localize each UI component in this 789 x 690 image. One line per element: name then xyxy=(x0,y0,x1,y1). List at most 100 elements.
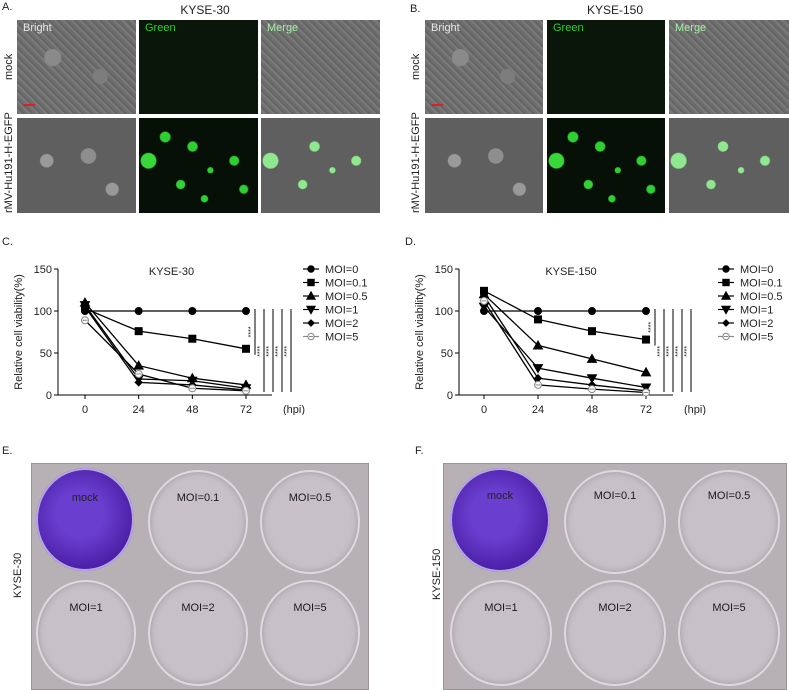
svg-text:MOI=1: MOI=1 xyxy=(740,305,773,317)
micrograph-a-infected-bright xyxy=(17,118,136,213)
well-mock: mock xyxy=(450,468,550,572)
svg-text:MOI=2: MOI=2 xyxy=(325,318,358,330)
svg-text:48: 48 xyxy=(586,404,598,415)
series-line xyxy=(84,319,247,392)
svg-text:150: 150 xyxy=(34,264,52,276)
series-markers xyxy=(478,302,652,393)
series-line xyxy=(483,306,647,389)
significance-marker: **** xyxy=(275,346,282,357)
svg-text:MOI=0: MOI=0 xyxy=(740,264,773,276)
significance-marker: **** xyxy=(657,346,664,357)
series-markers xyxy=(479,291,651,396)
chart-title: KYSE-150 xyxy=(545,266,596,278)
well-label: MOI=1 xyxy=(69,602,103,614)
panel-letter-c: C. xyxy=(2,236,13,248)
well-mock: mock xyxy=(36,468,134,571)
legend-item: MOI=0.1 xyxy=(303,278,368,290)
micrograph-b-mock-bright: Bright xyxy=(425,20,543,114)
svg-text:48: 48 xyxy=(186,404,198,415)
significance-marker: **** xyxy=(666,346,673,357)
micrograph-a-mock-bright: Bright xyxy=(17,20,136,114)
plate-side-label-f: KYSE-150 xyxy=(431,548,443,600)
significance-marker: **** xyxy=(675,346,682,357)
micrograph-a-infected-merge xyxy=(261,118,380,213)
channel-label-bright: Bright xyxy=(431,22,460,34)
svg-text:MOI=0.5: MOI=0.5 xyxy=(325,291,368,303)
significance-marker: **** xyxy=(648,322,655,333)
legend-item: MOI=1 xyxy=(303,305,358,317)
series-line xyxy=(483,295,647,392)
panel-letter-b: B. xyxy=(410,3,421,15)
series-markers xyxy=(81,316,250,395)
svg-text:MOI=0.1: MOI=0.1 xyxy=(325,278,368,290)
y-axis-label: Relative cell viability(%) xyxy=(414,274,426,390)
svg-text:0: 0 xyxy=(481,404,487,415)
well-moi-1: MOI=1 xyxy=(36,580,136,686)
row-label-infected: rMV-Hu191-H-EGFP xyxy=(3,112,15,213)
significance-marker: **** xyxy=(284,346,291,357)
well-label: MOI=1 xyxy=(484,602,518,614)
well-moi-1: MOI=1 xyxy=(450,580,552,686)
svg-text:0: 0 xyxy=(82,404,88,415)
row-label-mock: mock xyxy=(410,53,422,80)
svg-text:MOI=5: MOI=5 xyxy=(325,332,358,344)
well-label: MOI=2 xyxy=(598,602,632,614)
significance-marker: **** xyxy=(257,346,264,357)
series-line xyxy=(84,302,247,386)
well-moi-5: MOI=5 xyxy=(260,580,360,686)
series-markers xyxy=(79,301,252,394)
plate-side-label-e: KYSE-30 xyxy=(12,552,24,598)
well-moi-0-1: MOI=0.1 xyxy=(564,470,666,574)
legend-item: MOI=0 xyxy=(718,264,773,276)
channel-label-merge: Merge xyxy=(267,22,299,34)
svg-text:150: 150 xyxy=(435,264,453,276)
significance-marker: **** xyxy=(266,346,273,357)
well-moi-2: MOI=2 xyxy=(564,580,666,686)
svg-text:50: 50 xyxy=(40,348,52,360)
x-axis-label: (hpi) xyxy=(684,404,706,415)
series-line xyxy=(483,300,647,394)
micrograph-b-infected-bright xyxy=(425,118,543,213)
well-moi-0-5: MOI=0.5 xyxy=(678,470,780,574)
legend-item: MOI=5 xyxy=(718,332,773,344)
panel-letter-a: A. xyxy=(2,1,13,13)
well-label: MOI=2 xyxy=(181,602,215,614)
line-chart-kyse30: KYSE-30 0 50 100 150 Relative cell viability(… xyxy=(13,264,368,415)
micrograph-a-mock-green: Green xyxy=(139,20,258,114)
svg-text:MOI=2: MOI=2 xyxy=(740,318,773,330)
svg-text:24: 24 xyxy=(133,404,145,415)
chart-title: KYSE-30 xyxy=(149,266,194,278)
legend-item: MOI=0.5 xyxy=(303,290,368,303)
legend-item: MOI=0.5 xyxy=(718,290,783,303)
panel-letter-e: E. xyxy=(2,445,13,457)
x-axis-label: (hpi) xyxy=(283,404,305,415)
svg-text:MOI=1: MOI=1 xyxy=(325,305,358,317)
svg-text:100: 100 xyxy=(435,306,453,318)
micrograph-b-infected-green xyxy=(547,118,665,213)
channel-label-green: Green xyxy=(145,22,176,34)
micrograph-b-mock-green: Green xyxy=(547,20,665,114)
series-line xyxy=(84,304,247,389)
channel-label-merge: Merge xyxy=(675,22,707,34)
micrograph-b-mock-merge: Merge xyxy=(669,20,789,114)
series-markers xyxy=(480,307,650,315)
svg-text:0: 0 xyxy=(46,390,52,402)
svg-text:MOI=0.1: MOI=0.1 xyxy=(740,278,783,290)
row-label-mock: mock xyxy=(3,53,15,80)
svg-text:MOI=5: MOI=5 xyxy=(740,332,773,344)
svg-text:50: 50 xyxy=(441,348,453,360)
series-line xyxy=(483,293,647,373)
svg-text:24: 24 xyxy=(532,404,544,415)
well-moi-5: MOI=5 xyxy=(678,580,780,686)
well-label: MOI=0.5 xyxy=(288,492,332,504)
svg-text:MOI=0.5: MOI=0.5 xyxy=(740,291,783,303)
panel-letter-f: F. xyxy=(415,445,424,457)
legend-item: MOI=1 xyxy=(718,305,773,317)
channel-label-green: Green xyxy=(553,22,584,34)
legend-item: MOI=0.1 xyxy=(718,278,783,290)
panel-letter-d: D. xyxy=(405,236,416,248)
well-plate-kyse150: mock MOI=0.1 MOI=0.5 MOI=1 MOI=2 MOI=5 xyxy=(443,463,787,690)
svg-text:MOI=0: MOI=0 xyxy=(325,264,358,276)
svg-text:72: 72 xyxy=(640,404,652,415)
well-plate-kyse30: mock MOI=0.1 MOI=0.5 MOI=1 MOI=2 MOI=5 xyxy=(31,463,369,690)
